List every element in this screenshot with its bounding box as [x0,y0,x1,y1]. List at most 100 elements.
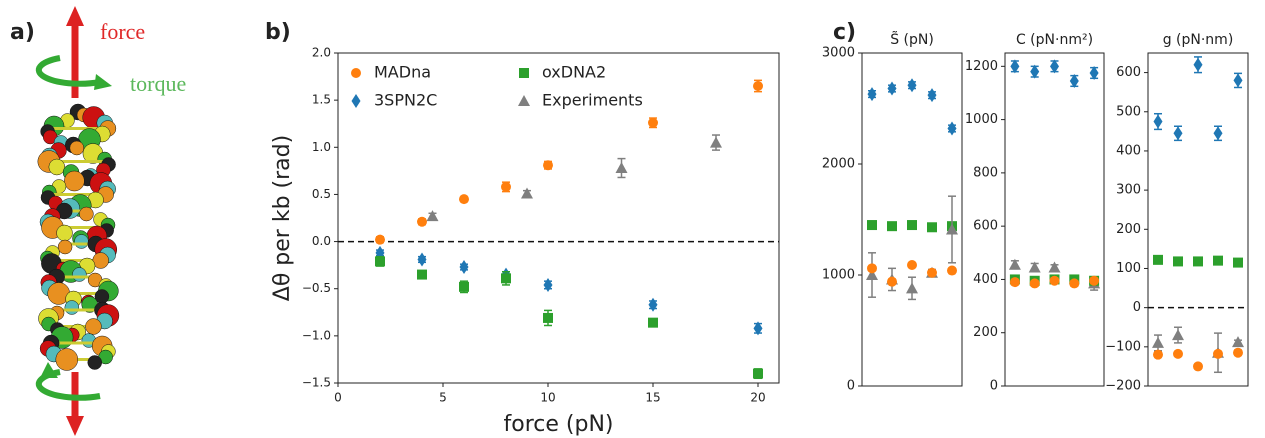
atom [64,300,80,315]
legend-label: Experiments [542,91,643,110]
axes-frame [337,52,780,384]
marker [417,252,427,267]
legend-label: MADna [374,63,431,82]
legend-marker [518,95,530,106]
marker [1069,73,1079,88]
axes-frame [1147,52,1249,387]
marker [1152,336,1164,348]
marker [753,81,763,91]
x-tick-label: 5 [439,391,447,405]
marker [753,321,763,336]
x-tick-label: 0 [334,391,342,405]
atom [57,239,73,255]
torque-label: torque [130,71,186,96]
marker [1233,257,1243,268]
y-tick-label: 0.0 [312,234,331,248]
y-tick-label: 500 [1116,104,1141,119]
y-tick-label: 2000 [822,157,855,172]
marker [1193,361,1203,372]
x-tick-label: 15 [645,391,660,405]
marker [1009,277,1020,288]
x-tick-label: 20 [750,391,765,405]
panel-label: b) [265,20,291,45]
y-tick-label: 1000 [965,112,998,127]
atom [72,267,87,282]
legend-label: oxDNA2 [542,63,606,82]
axes-title: g (pN·nm) [1163,32,1234,48]
y-tick-label: 1000 [822,268,855,283]
marker [867,220,877,231]
y-tick-label: 200 [973,325,998,340]
legend-marker [351,94,361,108]
torque-arrow [35,55,101,87]
atom [74,234,89,249]
atom [79,206,94,222]
x-tick-label: 10 [540,391,555,405]
axes-frame [1004,52,1105,387]
legend-marker [351,68,361,78]
marker [1153,114,1163,129]
marker [1172,329,1184,341]
y-tick-label: 1200 [965,59,998,74]
marker [543,160,553,171]
marker [1049,275,1060,286]
y-tick-label: 400 [973,272,998,287]
marker [648,317,658,328]
marker [1010,59,1020,74]
marker [907,260,917,271]
atom [48,158,66,176]
marker [947,121,957,136]
marker [946,223,958,235]
marker [1193,57,1203,72]
x-axis-label: force (pN) [504,412,614,437]
marker [426,210,439,222]
y-tick-label: 600 [973,219,998,234]
axes-title: S̃ (pN) [890,31,934,48]
marker [927,88,937,103]
marker [1153,254,1163,265]
marker [887,81,897,96]
marker [907,78,917,93]
marker [1089,65,1099,80]
marker [907,220,917,231]
marker [1213,255,1223,266]
y-tick-label: 600 [1116,65,1141,80]
y-tick-label: 1.0 [312,140,331,154]
atom [69,140,85,156]
marker [459,260,469,275]
y-tick-label: 100 [1116,261,1141,276]
atom [56,224,73,242]
marker [1173,348,1183,359]
marker [543,312,553,323]
torque-arrow-head [40,362,58,378]
marker [501,181,511,192]
y-tick-label: −1.0 [302,328,331,342]
marker [1048,261,1061,273]
y-tick-label: 400 [1116,143,1141,158]
marker [648,297,658,312]
marker [543,277,553,292]
force-label: force [100,19,145,44]
y-tick-label: 0.5 [312,187,331,201]
marker [648,117,658,128]
marker [1233,73,1243,88]
force-arrow-head [66,416,84,436]
marker [501,273,511,284]
marker [1233,347,1243,358]
legend-marker [519,68,529,78]
marker [1008,258,1021,270]
marker [459,194,469,205]
marker [459,281,469,292]
marker [417,269,427,280]
marker [927,222,937,233]
marker [1029,278,1040,289]
atom [87,355,103,370]
marker [1153,349,1163,360]
marker [927,267,937,278]
marker [866,269,878,280]
y-tick-label: −1.5 [302,376,331,390]
marker [906,282,918,294]
atom [64,170,85,192]
marker [1069,278,1080,289]
